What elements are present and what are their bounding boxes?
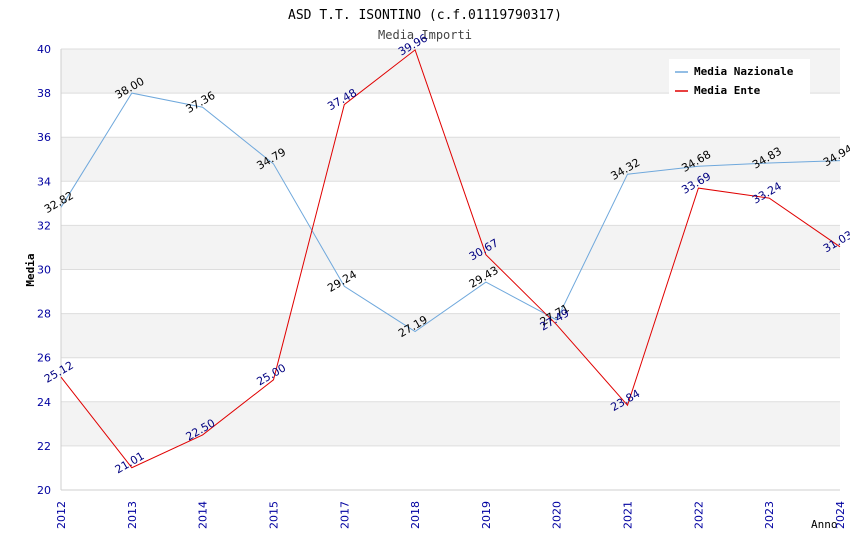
- chart-subtitle: Media Importi: [378, 28, 472, 42]
- x-tick-label: 2023: [763, 501, 776, 529]
- x-tick-labels: 2012 2013 2014 2015 2017 2018 2019 2020 2021 2022…: [55, 501, 847, 529]
- x-tick-label: 2017: [338, 501, 351, 529]
- x-tick-label: 2014: [197, 501, 210, 529]
- y-tick-label: 38: [37, 87, 51, 100]
- x-tick-label: 2015: [267, 501, 280, 529]
- y-tick-label: 30: [37, 264, 51, 277]
- x-tick-label: 2024: [834, 501, 847, 529]
- x-tick-label: 2012: [55, 501, 68, 529]
- plot-band: [61, 313, 840, 358]
- x-tick-label: 2013: [126, 501, 139, 529]
- legend-box: [669, 59, 810, 96]
- chart-title: ASD T.T. ISONTINO (c.f.01119790317): [288, 8, 562, 23]
- series-line-media-nazionale: [60, 92, 841, 333]
- y-tick-label: 34: [37, 175, 51, 188]
- y-tick-label: 20: [37, 484, 51, 497]
- x-tick-label: 2019: [480, 501, 493, 529]
- x-tick-label: 2020: [551, 501, 564, 529]
- y-tick-label: 40: [37, 43, 51, 56]
- series-lines: [60, 49, 841, 469]
- x-tick-label: 2021: [622, 501, 635, 529]
- x-tick-label: 2018: [409, 501, 422, 529]
- plot-band: [61, 137, 840, 182]
- legend: Media Nazionale Media Ente: [669, 59, 810, 97]
- legend-label-media-ente: Media Ente: [694, 84, 761, 97]
- plot-band: [61, 401, 840, 446]
- series-line-media-ente: [60, 49, 841, 469]
- y-tick-label: 22: [37, 440, 51, 453]
- plot-band: [61, 181, 840, 226]
- y-tick-label: 24: [37, 396, 51, 409]
- y-tick-label: 26: [37, 352, 51, 365]
- y-tick-label: 32: [37, 219, 51, 232]
- y-axis-label: Media: [24, 253, 37, 286]
- plot-band: [61, 445, 840, 490]
- y-tick-label: 36: [37, 131, 51, 144]
- y-tick-label: 28: [37, 308, 51, 321]
- plot-band: [61, 93, 840, 138]
- x-axis-label: Anno: [811, 518, 838, 531]
- plot-band: [61, 357, 840, 402]
- legend-label-media-nazionale: Media Nazionale: [694, 65, 794, 78]
- y-tick-labels: 20 22 24 26 28 30 32 34 36 38 40: [37, 43, 51, 497]
- plot-band: [61, 225, 840, 270]
- x-tick-label: 2022: [692, 501, 705, 529]
